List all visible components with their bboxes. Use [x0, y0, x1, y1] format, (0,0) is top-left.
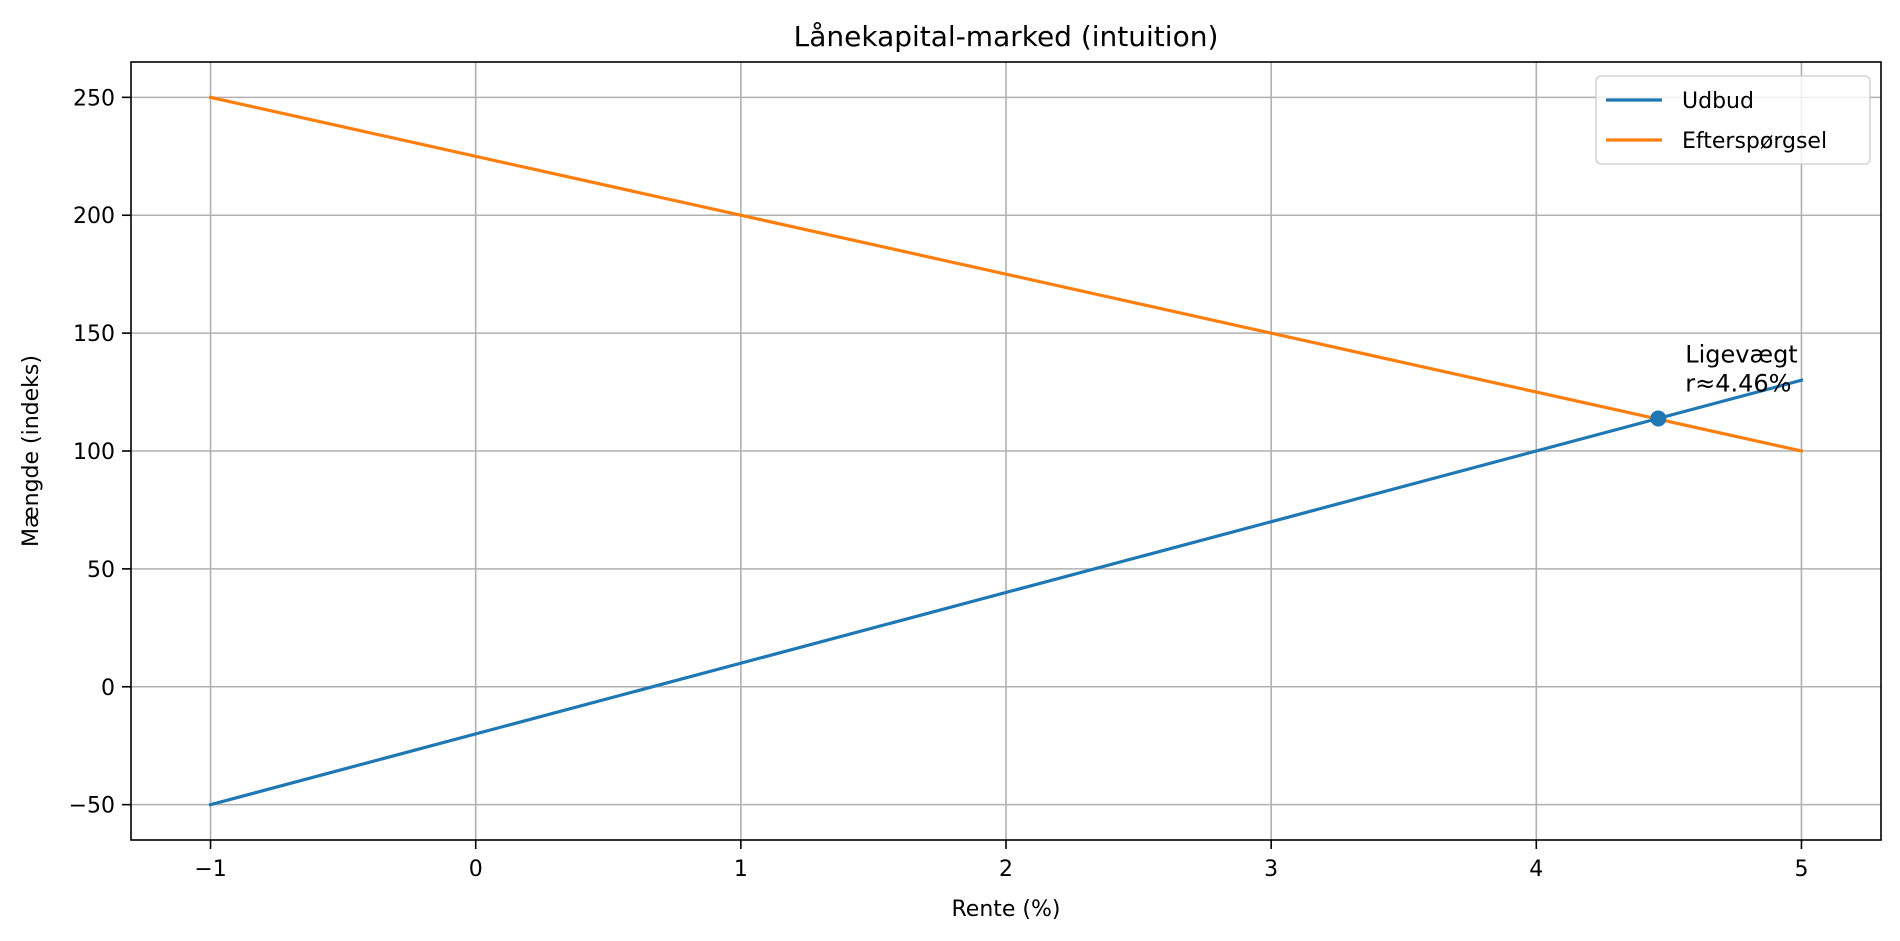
y-tick-label: 50 — [87, 558, 115, 583]
series-layer — [208, 95, 1804, 807]
y-tick-label: 150 — [73, 322, 115, 347]
grid — [131, 62, 1881, 840]
x-axis-title: Rente (%) — [951, 897, 1060, 922]
series-line-udbud — [208, 378, 1804, 807]
x-tick-label: −1 — [194, 857, 226, 882]
x-tick-label: 1 — [734, 857, 748, 882]
marker-layer — [1650, 410, 1667, 427]
x-tick-label: 3 — [1264, 857, 1278, 882]
equilibrium-point — [1650, 410, 1667, 427]
legend: Udbud Efterspørgsel — [1595, 75, 1871, 165]
ticks: −1 0 1 2 3 4 5 −50 0 50 100 150 200 250 — [69, 86, 1809, 882]
x-tick-label: 5 — [1794, 857, 1808, 882]
y-tick-label: 100 — [73, 440, 115, 465]
equilibrium-rate-label: r≈4.46% — [1685, 369, 1791, 397]
y-tick-label: −50 — [69, 794, 115, 819]
legend-label-udbud: Udbud — [1682, 89, 1754, 114]
y-axis-title: Mængde (indeks) — [19, 355, 44, 547]
y-tick-label: 250 — [73, 86, 115, 111]
x-tick-label: 0 — [469, 857, 483, 882]
series-line-efterspoergsel — [208, 95, 1804, 453]
x-tick-label: 4 — [1529, 857, 1543, 882]
legend-label-efterspoergsel: Efterspørgsel — [1682, 129, 1827, 154]
y-tick-label: 200 — [73, 204, 115, 229]
chart-title: Lånekapital-marked (intuition) — [794, 20, 1219, 53]
y-tick-label: 0 — [101, 676, 115, 701]
legend-box — [1595, 75, 1871, 165]
equilibrium-label: Ligevægt — [1685, 340, 1797, 368]
x-tick-label: 2 — [999, 857, 1013, 882]
